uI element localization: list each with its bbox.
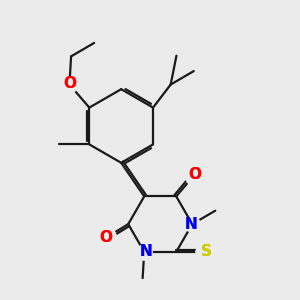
Text: N: N bbox=[139, 244, 152, 259]
Text: N: N bbox=[139, 244, 152, 259]
Text: S: S bbox=[201, 244, 212, 259]
Text: O: O bbox=[99, 230, 112, 245]
Text: O: O bbox=[188, 167, 201, 182]
Text: O: O bbox=[63, 76, 76, 91]
Text: S: S bbox=[201, 244, 212, 259]
Text: N: N bbox=[184, 217, 197, 232]
Text: N: N bbox=[184, 217, 197, 232]
Text: O: O bbox=[99, 230, 112, 245]
Text: O: O bbox=[188, 167, 201, 182]
Text: O: O bbox=[63, 76, 76, 91]
